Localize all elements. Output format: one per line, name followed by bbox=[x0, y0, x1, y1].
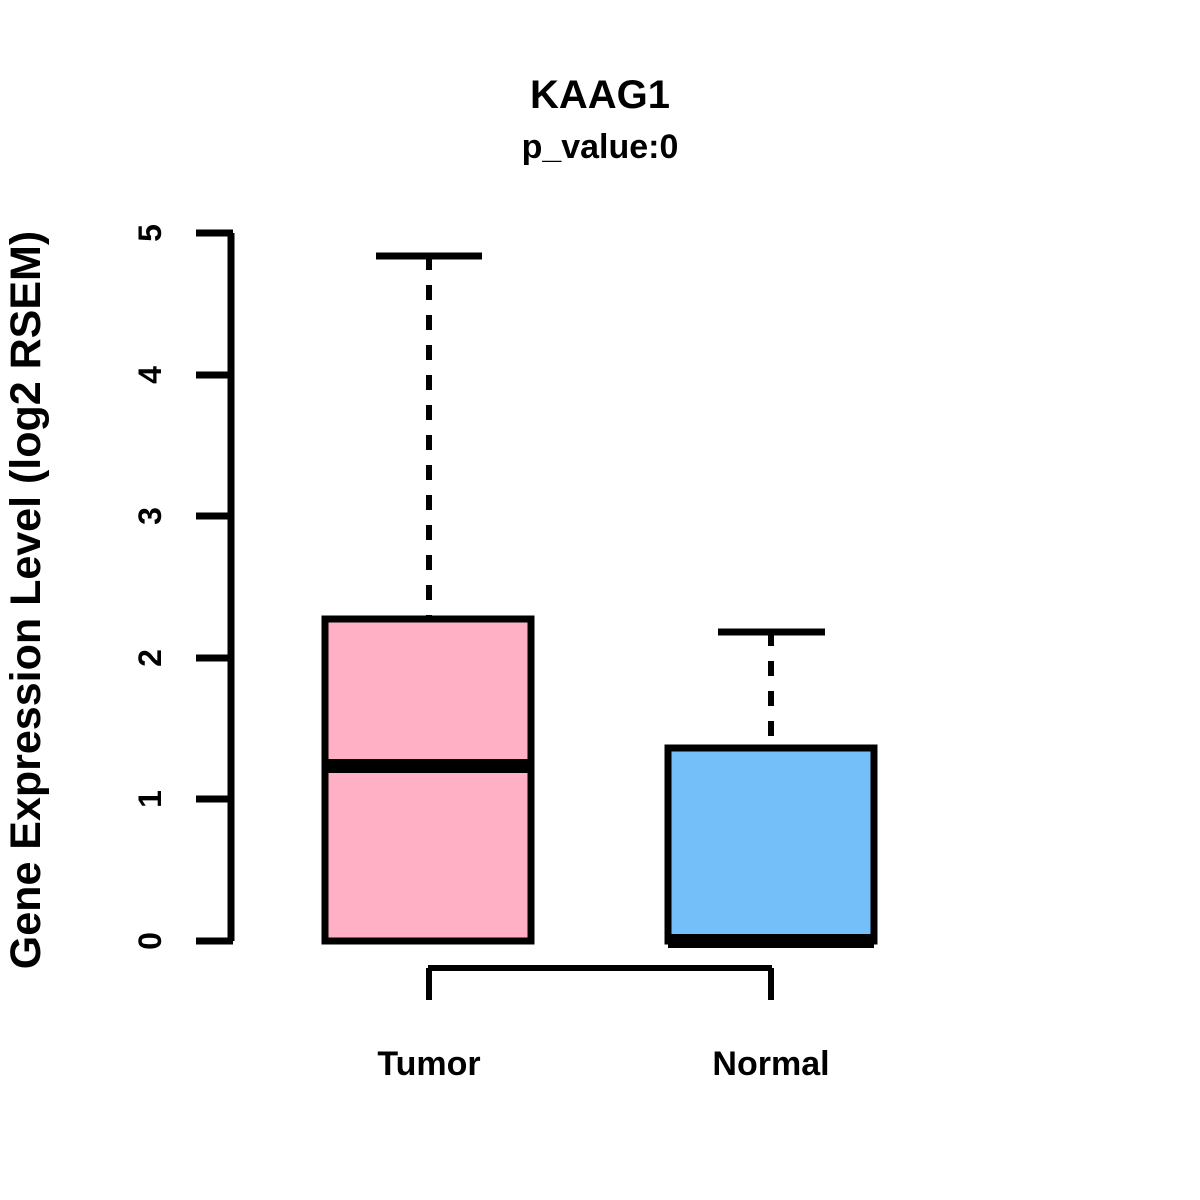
normal-box-body[interactable] bbox=[664, 744, 878, 945]
y-axis-tick-labels: 0 1 2 3 4 5 bbox=[132, 224, 168, 950]
y-tick-label-4: 4 bbox=[132, 366, 168, 384]
y-tick-label-2: 2 bbox=[132, 649, 168, 667]
y-axis-ticks bbox=[196, 229, 233, 945]
x-axis-label-tumor: Tumor bbox=[377, 1045, 480, 1083]
chart-title: KAAG1 bbox=[530, 73, 670, 117]
y-tick-label-0: 0 bbox=[132, 932, 168, 950]
y-tick-label-5: 5 bbox=[132, 224, 168, 242]
box-normal[interactable] bbox=[664, 628, 878, 948]
chart-subtitle: p_value:0 bbox=[522, 128, 679, 166]
y-axis-label: Gene Expression Level (log2 RSEM) bbox=[2, 231, 50, 969]
x-axis-bracket bbox=[426, 965, 774, 1000]
tumor-box-body[interactable] bbox=[321, 615, 535, 945]
y-tick-label-1: 1 bbox=[132, 790, 168, 808]
box-tumor[interactable] bbox=[321, 252, 535, 945]
x-axis-label-normal: Normal bbox=[712, 1045, 829, 1083]
y-tick-label-3: 3 bbox=[132, 507, 168, 525]
